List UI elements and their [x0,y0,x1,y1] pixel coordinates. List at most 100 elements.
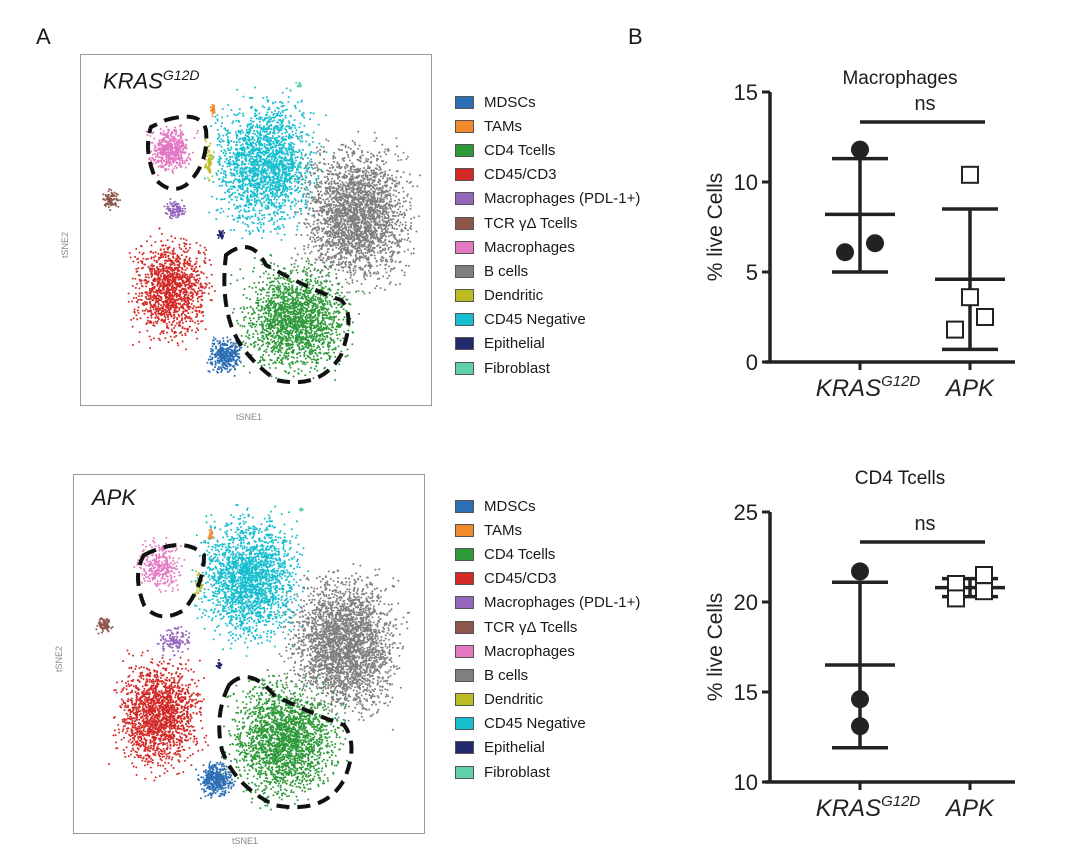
legend-item: Macrophages [455,639,640,663]
data-point [946,320,964,339]
legend-label: Macrophages (PDL-1+) [484,190,641,208]
legend-item: TAMs [455,114,640,138]
legend-label: Epithelial [484,335,545,353]
legend-swatch [455,547,474,561]
macrophages-dot-plot: 0 5 10 15 % live Cells KRASG12D APK ns [704,80,1015,402]
tsne-cluster-b-cells [274,563,411,731]
chart-title: CD4 Tcells [854,468,946,489]
legend-item: Dendritic [455,688,640,712]
tsne-plot-apk: APK [73,474,425,834]
legend-item: Fibroblast [455,356,640,380]
y-axis-label: % live Cells [704,173,727,282]
y-tick-label: 20 [734,590,758,615]
legend-label: Dendritic [484,287,544,305]
legend-swatch [455,143,474,157]
tsne-ylabel: tSNE2 [60,231,71,259]
legend-item: TCR γΔ Tcells [455,211,640,235]
tsne-scatter [95,503,411,811]
legend-label: TCR γΔ Tcells [484,214,578,232]
legend-swatch [455,95,474,109]
y-tick-label: 10 [734,170,758,195]
y-tick-label: 15 [734,80,758,105]
legend-label: Dendritic [484,691,544,709]
tsne-plot-kras: KRASG12D [80,54,432,406]
y-tick-label: 25 [734,500,758,525]
y-tick-label: 5 [746,260,758,285]
legend-swatch [455,289,474,303]
legend-label: TAMs [484,521,523,539]
legend-label: B cells [484,262,529,280]
legend-label: B cells [484,666,529,684]
legend-swatch [455,644,474,658]
tsne-cluster-cd45-cd3 [108,649,210,782]
legend-label: CD45 Negative [484,311,586,329]
legend-swatch [455,693,474,707]
legend-item: Macrophages (PDL-1+) [455,187,640,211]
legend-item: TAMs [455,518,640,542]
legend-item: Fibroblast [455,760,640,784]
chart-title: Macrophages [842,68,958,89]
legend-swatch [455,596,474,610]
y-axis-label: % live Cells [704,593,727,702]
tsne-cluster-tams [209,103,216,118]
legend-label: Macrophages (PDL-1+) [484,594,641,612]
x-tick-label: KRASG12D [816,373,921,402]
x-tick-label: APK [944,375,995,402]
legend-swatch [455,361,474,375]
gate-outline [217,675,354,810]
tsne-title-main: KRAS [103,68,163,94]
x-tick-label: KRASG12D [816,793,921,822]
tsne-cluster-cd45-negative [203,86,328,241]
tsne-cluster-macrophages [145,124,199,177]
legend-item: B cells [455,259,640,283]
tsne-cluster-tcr-tcells [102,188,122,212]
legend-swatch [455,765,474,779]
tsne-title: KRASG12D [103,67,200,94]
data-point [851,717,869,736]
legend-item: Macrophages (PDL-1+) [455,591,640,615]
legend-swatch [455,741,474,755]
legend-label: Macrophages [484,642,575,660]
data-point [961,288,979,307]
legend-item: CD45/CD3 [455,567,640,591]
tsne-cluster-b-cells [290,130,421,301]
legend-swatch [455,337,474,351]
tsne-title-main: APK [92,485,137,510]
legend-label: Fibroblast [484,359,550,377]
legend-swatch [455,572,474,586]
legend-label: Epithelial [484,739,545,757]
tsne-cluster-macrophages-pdl-1- [163,197,187,220]
x-tick-label: APK [944,795,995,822]
legend-swatch [455,620,474,634]
legend-item: CD4 Tcells [455,542,640,566]
tsne-cluster-epithelial [216,229,226,240]
significance-label: ns [914,513,935,535]
tsne-cluster-fibroblast [299,507,304,512]
tsne-cluster-cd45-cd3 [127,227,216,351]
tsne-title-sup: G12D [162,67,200,83]
legend-label: TCR γΔ Tcells [484,618,578,636]
tsne-ylabel: tSNE2 [54,645,65,673]
panel-label-a: A [36,24,51,49]
legend-label: CD4 Tcells [484,141,556,159]
data-point [851,690,869,709]
tsne-cluster-tcr-tcells [95,617,114,635]
tsne-cluster-cd4-tcells [229,253,364,381]
data-point [975,566,993,584]
legend-swatch [455,523,474,537]
tsne-cluster-mdscs [194,759,236,800]
data-point [851,140,869,159]
legend-item: Macrophages [455,235,640,259]
tsne-cluster-fibroblast [295,81,303,88]
legend-item: CD45 Negative [455,712,640,736]
legend-item: CD45/CD3 [455,163,640,187]
legend-swatch [455,264,474,278]
tsne-xlabel: tSNE1 [232,836,259,846]
tsne-xlabel: tSNE1 [236,412,263,422]
legend-label: TAMs [484,117,523,135]
legend-swatch [455,313,474,327]
cd4-tcells-dot-plot: 10 15 20 25 % live Cells KRASG12D APK ns [704,500,1015,822]
y-tick-label: 10 [734,770,758,795]
legend-item: CD45 Negative [455,308,640,332]
tsne-cluster-epithelial [215,658,223,669]
